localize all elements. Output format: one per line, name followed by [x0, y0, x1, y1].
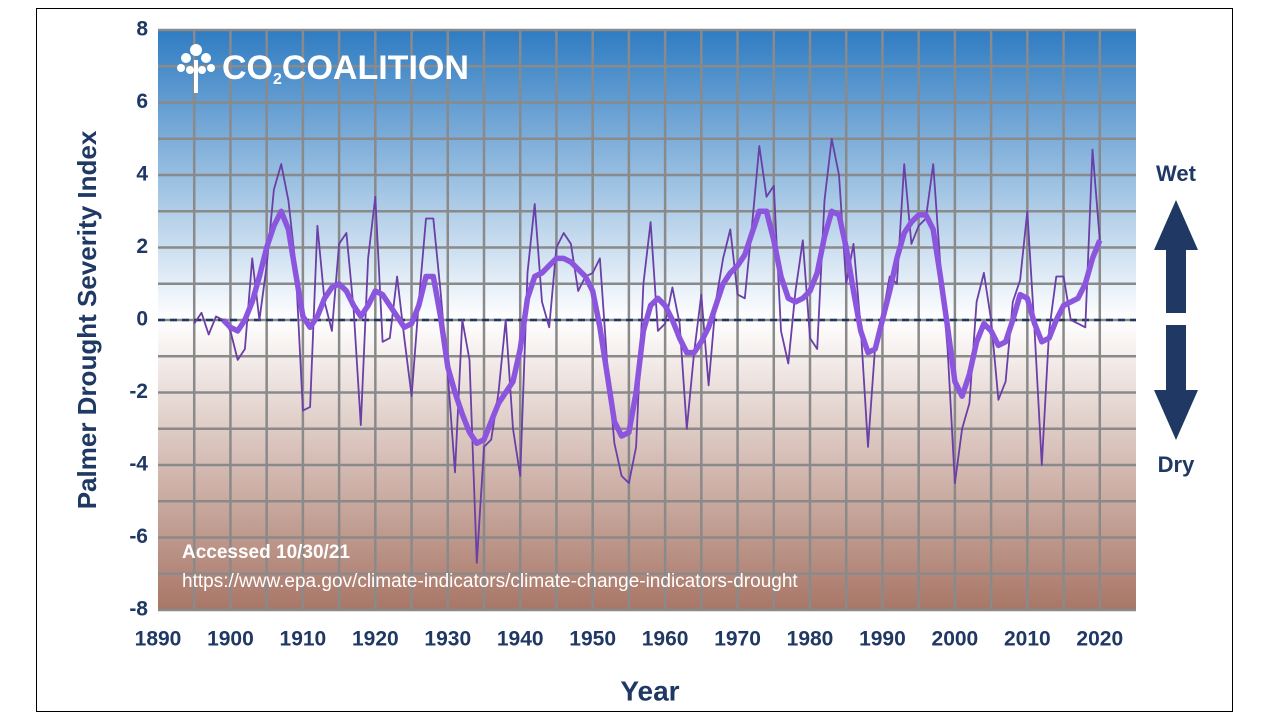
x-tick-label: 2000: [932, 628, 979, 651]
x-tick-label: 1890: [135, 628, 182, 651]
logo-tree: [177, 44, 215, 93]
y-axis-label: Palmer Drought Severity Index: [72, 130, 102, 509]
annotation: Accessed 10/30/21: [182, 542, 350, 563]
y-tick-label: 0: [136, 308, 148, 331]
y-tick-label: 4: [136, 163, 148, 186]
logo: CO2COALITION: [177, 44, 469, 93]
y-tick-label: 2: [136, 235, 148, 258]
marks: [158, 137, 1136, 564]
x-tick-label: 2020: [1076, 628, 1123, 651]
x-tick-label: 1990: [859, 628, 906, 651]
x-tick-label: 1920: [352, 628, 399, 651]
x-tick-label: 2010: [1004, 628, 1051, 651]
y-tick-label: 8: [136, 18, 148, 41]
y-tick-label: 6: [136, 90, 148, 113]
wet-arrow: [1154, 200, 1198, 313]
x-tick-label: 1950: [569, 628, 616, 651]
x-tick-label: 1900: [207, 628, 254, 651]
data-line: [221, 208, 1103, 447]
y-tick-label: -6: [129, 525, 148, 548]
dry-label: Dry: [1158, 452, 1195, 477]
wet-label: Wet: [1156, 161, 1197, 186]
y-tick-label: -2: [129, 380, 148, 403]
x-tick-label: 1910: [280, 628, 327, 651]
y-tick-label: -8: [129, 598, 148, 621]
annotation: https://www.epa.gov/climate-indicators/c…: [182, 571, 798, 592]
dry-arrow: [1154, 325, 1198, 440]
data-line: [193, 137, 1101, 564]
logo-text: CO2COALITION: [222, 49, 469, 88]
x-tick-label: 1960: [642, 628, 689, 651]
x-axis-label: Year: [620, 675, 679, 706]
labels: -8 -6 -4 -2 0 2 4 6 8 1890 1900 1910 1920 1930 1940 195…: [129, 18, 1123, 651]
y-tick-label: -4: [129, 453, 148, 476]
slide-frame: [36, 8, 1233, 712]
x-tick-label: 1980: [787, 628, 834, 651]
x-tick-label: 1930: [424, 628, 471, 651]
x-tick-label: 1940: [497, 628, 544, 651]
x-tick-label: 1970: [714, 628, 761, 651]
